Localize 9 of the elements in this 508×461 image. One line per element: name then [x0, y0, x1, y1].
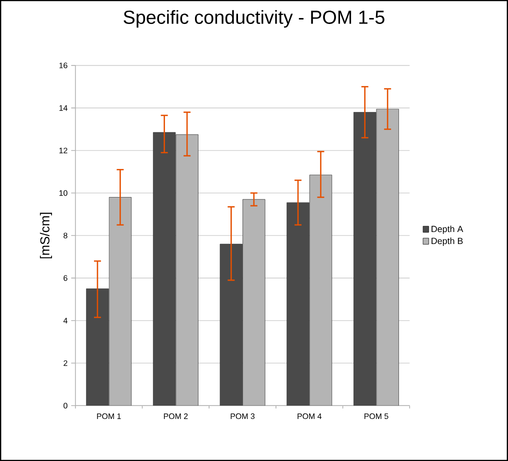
bar — [286, 202, 310, 406]
chart-title: Specific conductivity - POM 1-5 — [124, 10, 384, 28]
bar — [152, 132, 176, 406]
bar — [354, 112, 376, 406]
y-axis-title: [mS/cm] — [40, 212, 52, 258]
legend-label: Depth B — [432, 237, 463, 246]
bar — [86, 288, 109, 406]
legend-label: Depth A — [432, 226, 464, 234]
bar — [220, 244, 243, 406]
